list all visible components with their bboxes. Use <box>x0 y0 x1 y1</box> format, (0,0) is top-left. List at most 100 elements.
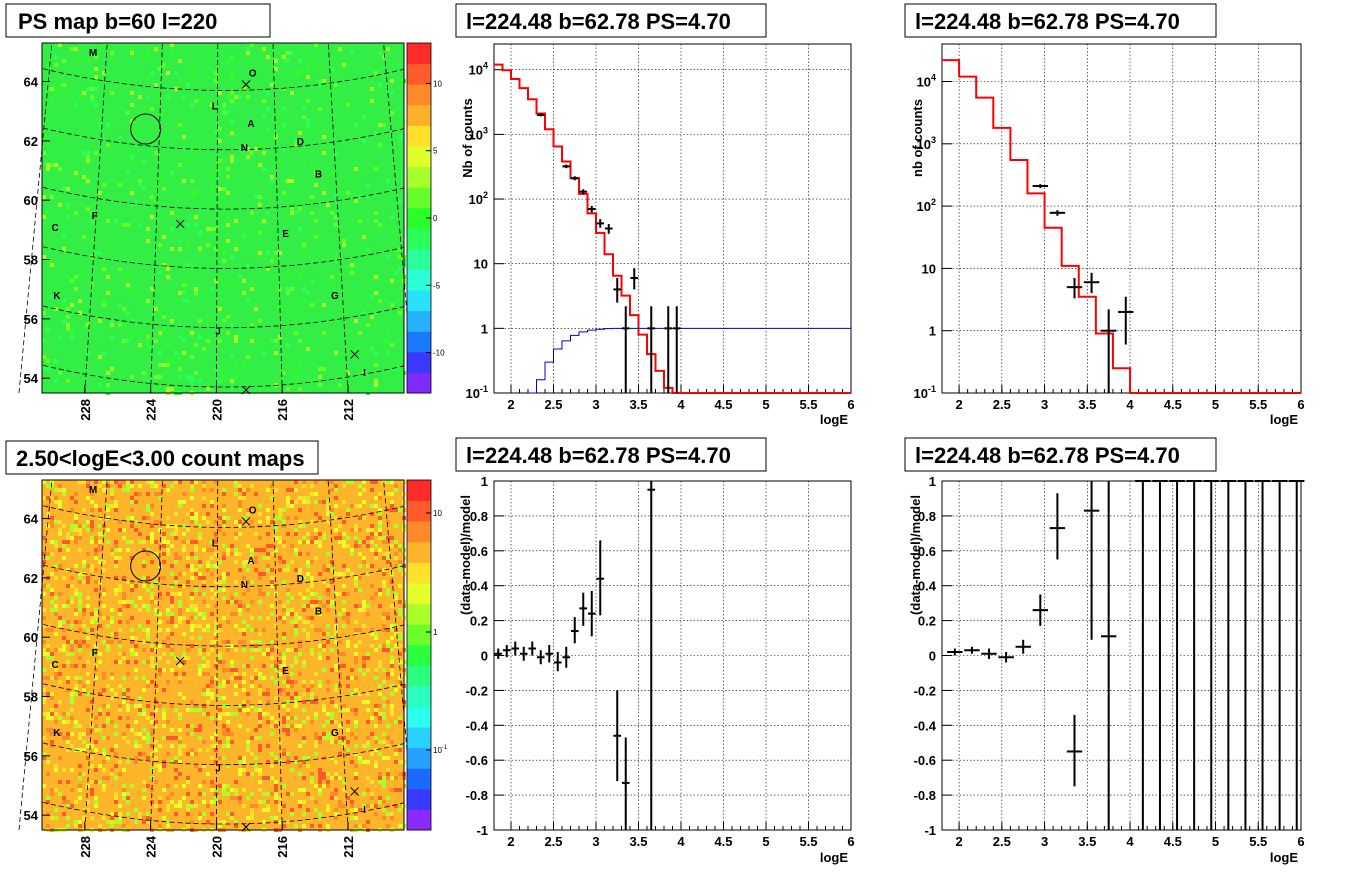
count_map-pixel <box>86 808 90 812</box>
ps_map-pixel <box>62 59 66 63</box>
ps_map-pixel <box>130 319 134 323</box>
count_map-pixel <box>190 540 194 544</box>
count_map-pixel <box>390 716 394 720</box>
ps_map-pixel <box>282 371 286 375</box>
count_map-pixel <box>350 760 354 764</box>
count_map-pixel <box>326 560 330 564</box>
count_map-pixel <box>350 776 354 780</box>
ps_map-pixel <box>218 139 222 143</box>
count_map-pixel <box>78 512 82 516</box>
ps_map-pixel <box>366 287 370 291</box>
count_map-pixel <box>238 488 242 492</box>
count_map-pixel <box>246 560 250 564</box>
ps_map-pixel <box>334 223 338 227</box>
count_map-pixel <box>238 600 242 604</box>
ps_map-pixel <box>378 51 382 55</box>
count_map-pixel <box>242 580 246 584</box>
count_map-pixel <box>270 524 274 528</box>
count_map-pixel <box>294 716 298 720</box>
count_map-pixel <box>262 596 266 600</box>
count_map-pixel <box>398 644 402 648</box>
ps_map-pixel <box>166 363 170 367</box>
count_map-pixel <box>270 612 274 616</box>
count_map-pixel <box>186 792 190 796</box>
count_map-pixel <box>226 648 230 652</box>
ps_map-colorbar-cell <box>407 207 431 229</box>
count_map-pixel <box>394 564 398 568</box>
count_map-pixel <box>250 644 254 648</box>
count_map-pixel <box>66 748 70 752</box>
count_map-pixel <box>134 644 138 648</box>
count_map-pixel <box>226 736 230 740</box>
count_map-pixel <box>310 624 314 628</box>
count_map-pixel <box>282 660 286 664</box>
count_map-pixel <box>382 572 386 576</box>
count_map-pixel <box>382 672 386 676</box>
ps_map-pixel <box>386 351 390 355</box>
count_map-pixel <box>290 608 294 612</box>
ps_map-pixel <box>110 335 114 339</box>
count_map-pixel <box>162 512 166 516</box>
count_map-pixel <box>270 580 274 584</box>
count_map-pixel <box>270 484 274 488</box>
ps_map-pixel <box>122 339 126 343</box>
count_map-pixel <box>86 784 90 788</box>
count_map-pixel <box>138 816 142 820</box>
ps_map-pixel <box>330 211 334 215</box>
count_map-pixel <box>50 600 54 604</box>
ps_map-colorbar-cell <box>407 351 431 373</box>
count_map-pixel <box>82 816 86 820</box>
count_map-pixel <box>234 580 238 584</box>
count_map-pixel <box>158 496 162 500</box>
ps_map-pixel <box>54 55 58 59</box>
ps_map-pixel <box>358 219 362 223</box>
count_map-pixel <box>210 812 214 816</box>
count_map-pixel <box>154 608 158 612</box>
count_map-pixel <box>270 552 274 556</box>
count_map-pixel <box>178 496 182 500</box>
count_map-pixel <box>322 776 326 780</box>
ps_map-pixel <box>178 375 182 379</box>
ps_map-pixel <box>342 63 346 67</box>
spectrum_coarse-xtick-label: 3.5 <box>1078 397 1096 412</box>
count_map-pixel <box>50 516 54 520</box>
spectrum-fine-title: l=224.48 b=62.78 PS=4.70 <box>466 9 731 34</box>
count_map-pixel <box>298 568 302 572</box>
count_map-pixel <box>150 800 154 804</box>
count_map-pixel <box>78 644 82 648</box>
ps_map-pixel <box>178 59 182 63</box>
count_map-pixel <box>238 724 242 728</box>
ps_map-pixel <box>154 47 158 51</box>
ps_map-pixel <box>398 135 402 139</box>
count_map-pixel <box>330 568 334 572</box>
count_map-pixel <box>202 628 206 632</box>
count_map-pixel <box>90 780 94 784</box>
ps_map-colorbar-label: -10 <box>433 349 445 358</box>
ps_map-pixel <box>318 83 322 87</box>
ps_map-pixel <box>150 287 154 291</box>
count_map-pixel <box>110 812 114 816</box>
ps_map-pixel <box>250 239 254 243</box>
count_map-pixel <box>94 740 98 744</box>
count_map-pixel <box>218 772 222 776</box>
count_map-pixel <box>126 488 130 492</box>
count_map-pixel <box>310 720 314 724</box>
count_map-pixel <box>334 732 338 736</box>
count_map-pixel <box>142 816 146 820</box>
count_map-source-label: M <box>89 485 97 496</box>
ps_map-pixel <box>238 95 242 99</box>
count_map-pixel <box>214 484 218 488</box>
count_map-pixel <box>142 728 146 732</box>
count_map-pixel <box>242 640 246 644</box>
count_map-pixel <box>278 808 282 812</box>
count_map-colorbar-cell <box>407 665 431 687</box>
ps_map-pixel <box>194 191 198 195</box>
count_map-pixel <box>162 552 166 556</box>
count_map-pixel <box>358 604 362 608</box>
count_map-pixel <box>198 728 202 732</box>
ps_map-pixel <box>158 351 162 355</box>
count_map-pixel <box>154 600 158 604</box>
count_map-pixel <box>66 736 70 740</box>
count_map-pixel <box>70 644 74 648</box>
count_map-pixel <box>366 692 370 696</box>
